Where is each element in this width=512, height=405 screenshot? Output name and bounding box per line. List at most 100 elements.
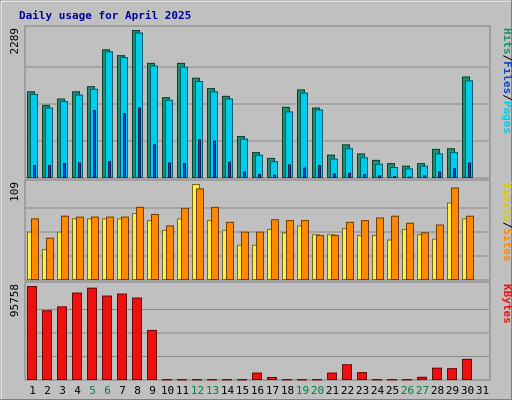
- panel-kbytes: 95758 KBytes: [8, 281, 512, 381]
- bar-kbytes-day-21: [327, 372, 337, 381]
- bar-pages-day-16: [258, 174, 261, 178]
- x-tick-label: 17: [266, 384, 279, 397]
- bar-sites-day-7: [121, 216, 129, 281]
- bar-kbytes-day-30: [462, 358, 472, 380]
- bar-sites-day-18: [286, 220, 294, 280]
- legend-visits: Visits: [501, 182, 512, 222]
- bar-sites-day-25: [391, 215, 399, 280]
- legend-kbytes: KBytes: [501, 284, 512, 324]
- bar-sites-day-27: [421, 232, 429, 280]
- bar-pages-day-4: [78, 162, 81, 178]
- bar-pages-day-19: [303, 167, 306, 179]
- bar-pages-day-9: [153, 144, 156, 178]
- panel-legend: Hits/Files/Pages: [501, 28, 512, 134]
- bar-pages-day-29: [453, 168, 456, 178]
- bar-kbytes-day-17: [267, 377, 277, 381]
- legend-pages: Pages: [501, 101, 512, 134]
- panel-max-label: 2289: [8, 28, 21, 55]
- x-tick-label: 27: [416, 384, 429, 397]
- legend-hits: Hits: [501, 28, 512, 55]
- bar-sites-day-22: [346, 221, 354, 281]
- x-tick-label: 15: [236, 384, 249, 397]
- bar-pages-day-28: [438, 171, 441, 179]
- bar-pages-day-21: [333, 173, 336, 178]
- bar-pages-day-20: [318, 165, 321, 178]
- bar-kbytes-day-11: [177, 379, 187, 381]
- bar-pages-day-12: [198, 139, 201, 178]
- bar-kbytes-day-26: [402, 379, 412, 381]
- bar-sites-day-15: [241, 231, 249, 280]
- bar-pages-day-5: [93, 110, 96, 178]
- bar-kbytes-day-29: [447, 368, 457, 381]
- x-axis-day-labels: 1 2 3 4 5 6 7 8 9 10 11 12 13 14 15 16 17 18 19 20 21 22 23 24 2…: [29, 384, 489, 397]
- bar-sites-day-26: [406, 222, 414, 280]
- x-tick-label: 3: [59, 384, 66, 397]
- bar-pages-day-1: [33, 165, 36, 178]
- x-tick-label: 13: [206, 384, 219, 397]
- bar-sites-day-24: [376, 217, 384, 281]
- x-tick-label: 2: [44, 384, 51, 397]
- bar-kbytes-day-2: [42, 310, 52, 380]
- bar-sites-day-20: [316, 235, 324, 280]
- bar-pages-day-27: [423, 175, 426, 178]
- bar-sites-day-13: [211, 206, 219, 280]
- panel-legend: KBytes: [501, 284, 512, 324]
- bar-sites-day-19: [301, 220, 309, 280]
- x-tick-label: 26: [401, 384, 414, 397]
- bar-pages-day-15: [243, 171, 246, 179]
- x-tick-label: 16: [251, 384, 264, 397]
- bar-pages-day-6: [108, 161, 111, 178]
- bar-kbytes-day-24: [372, 379, 382, 381]
- bar-kbytes-day-27: [417, 376, 427, 380]
- x-tick-label: 31: [476, 384, 489, 397]
- bar-sites-day-11: [181, 207, 189, 280]
- legend-files: Files: [501, 61, 512, 94]
- bar-sites-day-4: [76, 216, 84, 281]
- bar-kbytes-day-19: [297, 379, 307, 381]
- x-tick-label: 5: [89, 384, 96, 397]
- panel-hits-files-pages: 2289 Hits/Files/Pages: [8, 25, 512, 179]
- x-tick-label: 4: [74, 384, 81, 397]
- bar-sites-day-1: [31, 218, 39, 280]
- bar-files-day-6: [105, 51, 113, 178]
- bar-sites-day-28: [436, 224, 444, 281]
- bar-kbytes-day-16: [252, 372, 262, 381]
- chart-title: Daily usage for April 2025: [19, 9, 191, 22]
- panel-max-label: 109: [8, 182, 21, 202]
- x-tick-label: 22: [341, 384, 354, 397]
- bar-kbytes-day-25: [387, 379, 397, 381]
- panel-max-label: 95758: [8, 284, 21, 317]
- bar-kbytes-day-4: [72, 292, 82, 381]
- bar-pages-day-14: [228, 161, 231, 179]
- bar-sites-day-23: [361, 220, 369, 280]
- bar-pages-day-17: [273, 174, 276, 179]
- bar-sites-day-9: [151, 213, 159, 281]
- legend-sites: Sites: [501, 228, 512, 261]
- bar-pages-day-2: [48, 165, 51, 178]
- bar-sites-day-2: [46, 237, 54, 281]
- bar-pages-day-10: [168, 162, 171, 178]
- panel-bars: [27, 184, 474, 281]
- bar-files-day-19: [300, 92, 308, 178]
- bar-kbytes-day-28: [432, 367, 442, 381]
- bar-sites-day-14: [226, 221, 234, 281]
- bar-sites-day-5: [91, 216, 99, 281]
- bar-sites-day-21: [331, 235, 339, 280]
- x-tick-label: 29: [446, 384, 459, 397]
- x-tick-label: 1: [29, 384, 36, 397]
- bar-sites-day-3: [61, 215, 69, 280]
- bar-pages-day-3: [63, 163, 66, 178]
- x-tick-label: 19: [296, 384, 309, 397]
- bar-pages-day-7: [123, 113, 126, 178]
- bar-kbytes-day-1: [27, 286, 37, 380]
- bar-sites-day-8: [136, 206, 144, 280]
- svg-text:KBytes: KBytes: [501, 284, 512, 324]
- bar-kbytes-day-23: [357, 372, 367, 381]
- bar-kbytes-day-12: [192, 379, 202, 381]
- x-tick-label: 8: [134, 384, 141, 397]
- panel-bars: [27, 286, 472, 381]
- panel-bars: [27, 30, 473, 179]
- x-tick-label: 18: [281, 384, 294, 397]
